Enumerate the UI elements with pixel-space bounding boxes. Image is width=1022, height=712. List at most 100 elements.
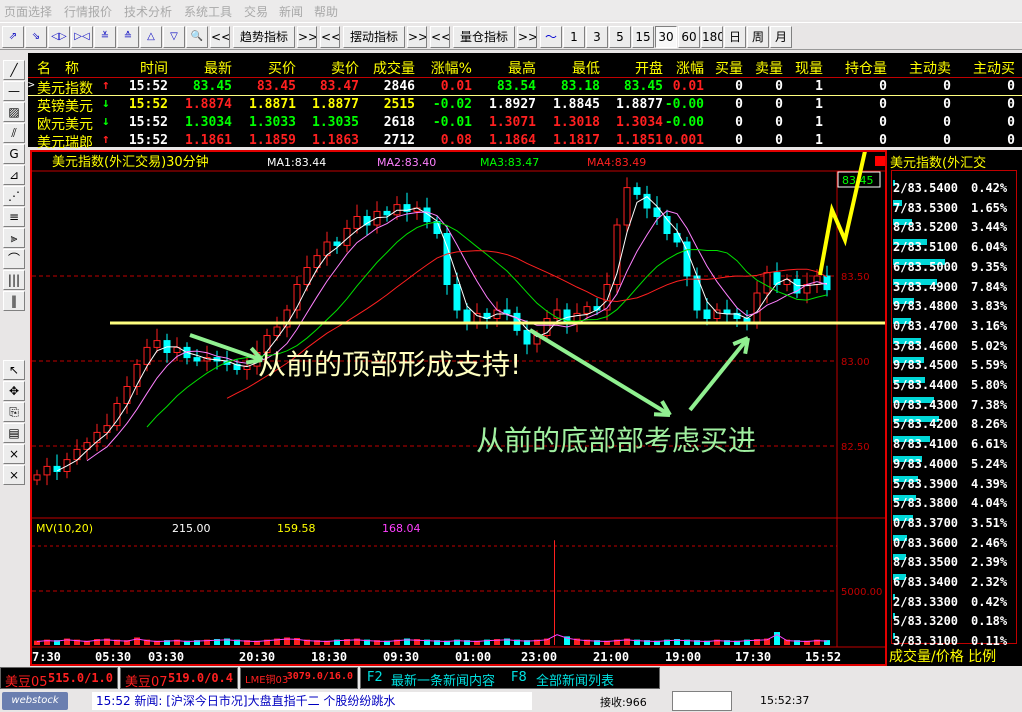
quote-cell: 0 bbox=[775, 97, 783, 112]
volume-bar bbox=[414, 639, 420, 645]
line-chart-button[interactable]: 〜 bbox=[540, 26, 562, 48]
candle bbox=[153, 340, 161, 348]
ticker-item[interactable]: 美豆05 515.0/1.0 bbox=[0, 667, 118, 690]
quote-row[interactable]: 英镑美元 ↓ 15:52 1.8874 1.8871 1.8877 2515 -0.02 1.8… bbox=[28, 96, 1022, 115]
col-header[interactable]: 最高 bbox=[508, 61, 536, 77]
col-header[interactable]: 买价 bbox=[268, 61, 296, 77]
news-hint[interactable]: F2 最新一条新闻内容 F8 全部新闻列表 bbox=[360, 667, 660, 689]
volume-bar bbox=[724, 640, 730, 645]
col-header[interactable]: 时间 bbox=[140, 61, 168, 77]
next-indicator-button[interactable]: >> bbox=[297, 26, 317, 48]
volume-by-price-panel: 美元指数(外汇交 2/83.5400 0.42% 7/83.5300 1.65% 8/83… bbox=[887, 150, 1022, 666]
period-月-button[interactable]: 月 bbox=[770, 26, 792, 48]
prev-indicator-button[interactable]: << bbox=[320, 26, 340, 48]
align-bottom-button[interactable]: ≚ bbox=[94, 26, 116, 48]
ratio: 6.04% bbox=[971, 240, 1008, 255]
period-日-button[interactable]: 日 bbox=[724, 26, 746, 48]
period-60-button[interactable]: 60 bbox=[678, 26, 700, 48]
period-30-button[interactable]: 30 bbox=[655, 26, 677, 48]
status-input-box[interactable] bbox=[672, 691, 732, 711]
ticker-item[interactable]: LME铜03 3079.0/16.0 bbox=[240, 667, 358, 689]
quote-row[interactable]: 欧元美元 ↓ 15:52 1.3034 1.3033 1.3035 2618 -0.01 1.3… bbox=[28, 114, 1022, 133]
expand-horizontal-button[interactable]: ◁▷ bbox=[48, 26, 70, 48]
rectangle-tool-button[interactable]: ▨ bbox=[3, 102, 25, 122]
zoom-in-button[interactable]: 🔍 bbox=[186, 26, 208, 48]
price-level-row: 2/83.5100 6.04% bbox=[893, 238, 1021, 256]
chart-canvas[interactable]: 美元指数(外汇交易)30分钟 MA1:83.44 MA2:83.40 MA3:83.4… bbox=[32, 152, 885, 664]
menu-item[interactable]: 行情报价 bbox=[64, 5, 113, 19]
channel-button[interactable]: ⋰ bbox=[3, 186, 25, 206]
line-tool-button[interactable]: ╱ bbox=[3, 60, 25, 80]
prev-indicator-button[interactable]: << bbox=[430, 26, 450, 48]
period-3-button[interactable]: 3 bbox=[586, 26, 608, 48]
candle bbox=[703, 309, 711, 319]
col-header[interactable]: 最新 bbox=[204, 61, 232, 77]
delete-all-button[interactable]: ⨯ bbox=[3, 465, 25, 485]
period-1-button[interactable]: 1 bbox=[563, 26, 585, 48]
arrow-up-icon: ↑ bbox=[102, 132, 110, 147]
period-15-button[interactable]: 15 bbox=[632, 26, 654, 48]
menu-item[interactable]: 技术分析 bbox=[124, 5, 173, 19]
next-indicator-button[interactable]: >> bbox=[517, 26, 537, 48]
col-header[interactable]: 持仓量 bbox=[845, 61, 887, 77]
bars-button[interactable]: ‖ bbox=[3, 291, 25, 311]
menu-item[interactable]: 新闻 bbox=[279, 5, 304, 19]
arrow-up-icon: ↑ bbox=[102, 78, 110, 93]
fan-button[interactable]: ⫸ bbox=[3, 228, 25, 248]
trend-up-button[interactable]: ⇗ bbox=[2, 26, 24, 48]
copy-button[interactable]: ⎘ bbox=[3, 402, 25, 422]
period-周-button[interactable]: 周 bbox=[747, 26, 769, 48]
quote-cell: 1.3018 bbox=[553, 115, 600, 130]
col-header[interactable]: 主动卖 bbox=[909, 61, 951, 77]
trend-down-button[interactable]: ⇘ bbox=[25, 26, 47, 48]
volume-ratio-bar bbox=[893, 357, 925, 364]
menu-item[interactable]: 交易 bbox=[244, 5, 269, 19]
shrink-horizontal-button[interactable]: ▷◁ bbox=[71, 26, 93, 48]
col-header[interactable]: 涨幅% bbox=[430, 61, 472, 77]
col-header[interactable]: 最低 bbox=[572, 61, 600, 77]
price-level-row: 7/83.5300 1.65% bbox=[893, 199, 1021, 217]
volume-indicator-button[interactable]: 量仓指标 bbox=[453, 26, 515, 48]
col-header[interactable]: 买量 bbox=[715, 61, 743, 77]
lower-button[interactable]: ▽ bbox=[163, 26, 185, 48]
period-180-button[interactable]: 180 bbox=[701, 26, 723, 48]
col-header[interactable]: 主动买 bbox=[973, 61, 1015, 77]
trend-indicator-button[interactable]: 趋势指标 bbox=[233, 26, 295, 48]
arc-button[interactable]: ⌒ bbox=[3, 249, 25, 269]
quote-cell: 1.3034 bbox=[185, 115, 232, 130]
paste-button[interactable]: ▤ bbox=[3, 423, 25, 443]
menu-item[interactable]: 页面选择 bbox=[4, 5, 53, 19]
kline-chart[interactable]: 美元指数(外汇交易)30分钟 MA1:83.44 MA2:83.40 MA3:83.4… bbox=[30, 150, 887, 666]
col-header[interactable]: 涨幅 bbox=[676, 61, 704, 77]
gann-button[interactable]: G bbox=[3, 144, 25, 164]
col-header[interactable]: 卖量 bbox=[755, 61, 783, 77]
next-indicator-button[interactable]: >> bbox=[407, 26, 427, 48]
col-header[interactable]: 开盘 bbox=[635, 61, 663, 77]
menu-item[interactable]: 帮助 bbox=[314, 5, 339, 19]
menu-item[interactable]: 系统工具 bbox=[184, 5, 233, 19]
volume-bar bbox=[164, 640, 170, 645]
col-header[interactable]: 卖价 bbox=[331, 61, 359, 77]
delete-button[interactable]: × bbox=[3, 444, 25, 464]
col-header[interactable]: 成交量 bbox=[373, 61, 415, 77]
align-top-button[interactable]: ≙ bbox=[117, 26, 139, 48]
parallel-lines-icon: ⫽ bbox=[11, 126, 17, 140]
prev-indicator-button[interactable]: << bbox=[210, 26, 230, 48]
news-hint-f2-key: F2 bbox=[367, 670, 383, 685]
parallel-lines-button[interactable]: ⫽ bbox=[3, 123, 25, 143]
move-button[interactable]: ✥ bbox=[3, 381, 25, 401]
oscillator-indicator-button[interactable]: 摆动指标 bbox=[343, 26, 405, 48]
period-5-button[interactable]: 5 bbox=[609, 26, 631, 48]
news-ticker[interactable]: 15:52 新闻: [沪深今日市况]大盘直指千二 个股纷纷跳水 bbox=[92, 692, 532, 710]
col-header[interactable]: 现量 bbox=[795, 61, 823, 77]
horizontal-line-button[interactable]: — bbox=[3, 81, 25, 101]
quote-row[interactable]: 美元瑞郎 ↑ 15:52 1.1861 1.1859 1.1863 2712 0.08 1.18… bbox=[28, 132, 1022, 151]
fibonacci-button[interactable]: ≡ bbox=[3, 207, 25, 227]
ticker-item[interactable]: 美豆07 519.0/0.4 bbox=[120, 667, 238, 690]
quote-row[interactable]: > 美元指数 ↑ 15:52 83.45 83.45 83.47 2846 0.01 83.54 8… bbox=[28, 78, 1022, 97]
period-lines-button[interactable]: ||| bbox=[3, 270, 25, 290]
pointer-back-button[interactable]: ↖ bbox=[3, 360, 25, 380]
angle-button[interactable]: ⊿ bbox=[3, 165, 25, 185]
volume-bar bbox=[354, 638, 360, 645]
raise-button[interactable]: △ bbox=[140, 26, 162, 48]
